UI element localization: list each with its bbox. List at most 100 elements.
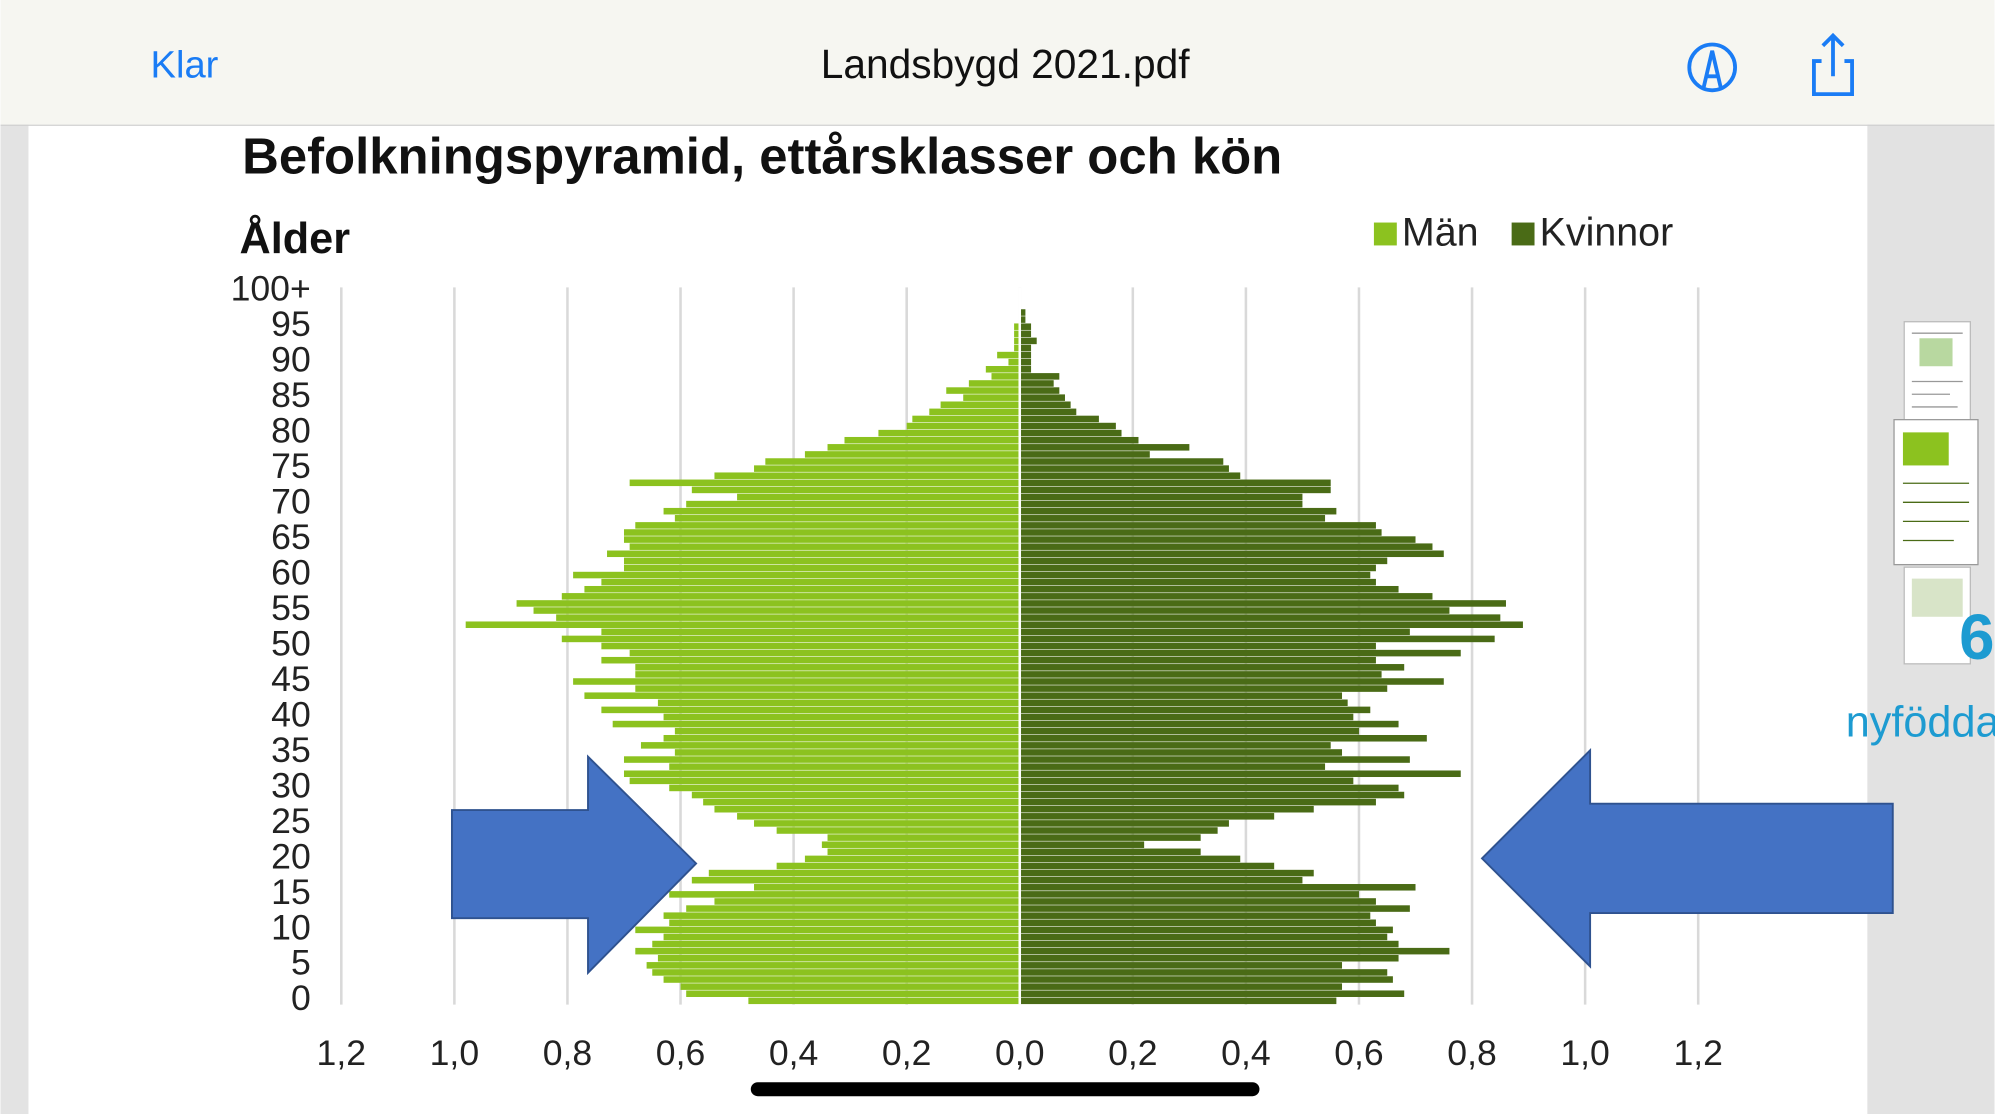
bar: [754, 884, 1020, 891]
bar: [601, 629, 1019, 636]
y-tick-label: 95: [271, 304, 311, 344]
y-tick-label: 25: [271, 801, 311, 841]
home-indicator: [751, 1082, 1260, 1096]
y-tick-label: 60: [271, 552, 311, 592]
y-tick-label: 85: [271, 375, 311, 415]
bar: [1020, 664, 1404, 671]
bar: [613, 721, 1020, 728]
bar: [1020, 856, 1240, 863]
bar: [1020, 955, 1399, 962]
bar: [607, 551, 1020, 558]
y-tick-label: 10: [271, 907, 311, 947]
bar: [748, 998, 1019, 1005]
bar: [1020, 387, 1060, 394]
bar: [1020, 621, 1523, 628]
bar: [1020, 586, 1399, 593]
bar: [692, 792, 1020, 799]
y-tick-label: 20: [271, 836, 311, 876]
bar: [1020, 849, 1201, 856]
x-tick-label: 0,8: [1447, 1033, 1496, 1073]
bar: [1020, 323, 1031, 330]
bar: [635, 664, 1019, 671]
bar: [907, 423, 1020, 430]
bar: [686, 990, 1020, 997]
y-tick-label: 100+: [231, 269, 311, 309]
bar: [562, 593, 1020, 600]
bar: [1020, 700, 1348, 707]
bar: [601, 643, 1019, 650]
legend-swatch: [1374, 223, 1397, 246]
bar: [1020, 983, 1342, 990]
bar: [1020, 465, 1229, 472]
bar: [664, 735, 1020, 742]
y-tick-label: 40: [271, 694, 311, 734]
bar: [601, 657, 1019, 664]
x-tick-label: 0,4: [769, 1033, 818, 1073]
bar: [1020, 763, 1325, 770]
left-margin: [0, 125, 28, 1114]
bar: [805, 451, 1020, 458]
bar: [1020, 366, 1031, 373]
bar: [1020, 650, 1461, 657]
bar: [635, 927, 1019, 934]
bar: [1020, 522, 1376, 529]
bar: [1020, 572, 1371, 579]
bar: [624, 756, 1020, 763]
bar: [1020, 707, 1371, 714]
bar: [1020, 770, 1461, 777]
bar: [1020, 841, 1144, 848]
screen: Klar Landsbygd 2021.pdf 6 nyfödda Befolk…: [0, 0, 1995, 1114]
document-title: Landsbygd 2021.pdf: [821, 41, 1190, 87]
bar: [1020, 331, 1031, 338]
bar: [1020, 785, 1399, 792]
bar: [1020, 551, 1444, 558]
bar: [1020, 600, 1506, 607]
bar: [714, 898, 1019, 905]
bar: [1020, 359, 1031, 366]
bar: [986, 366, 1020, 373]
bar: [828, 849, 1020, 856]
sidebar-number: 6: [1959, 602, 1994, 673]
bar: [1020, 692, 1342, 699]
bar: [1020, 480, 1331, 487]
bar: [573, 572, 1020, 579]
y-tick-label: 75: [271, 446, 311, 486]
x-tick-label: 0,8: [543, 1033, 592, 1073]
bar: [466, 621, 1020, 628]
bar: [1020, 877, 1303, 884]
bar: [912, 416, 1019, 423]
bar: [1020, 543, 1433, 550]
bar: [991, 373, 1019, 380]
bar: [647, 962, 1020, 969]
bar: [630, 650, 1020, 657]
bar: [556, 614, 1020, 621]
bar: [822, 841, 1020, 848]
bar: [1020, 579, 1376, 586]
bar: [1020, 565, 1376, 572]
bar: [584, 692, 1019, 699]
bar: [703, 799, 1020, 806]
y-tick-label: 70: [271, 482, 311, 522]
bar: [562, 636, 1020, 643]
bar: [1020, 373, 1060, 380]
back-button[interactable]: Klar: [151, 43, 219, 86]
bar: [1020, 998, 1337, 1005]
bar: [946, 387, 1019, 394]
chart-title: Befolkningspyramid, ettårsklasser och kö…: [242, 128, 1282, 185]
bar: [675, 728, 1020, 735]
bar: [1020, 451, 1150, 458]
bar: [669, 785, 1020, 792]
bar: [1020, 437, 1139, 444]
bar: [1020, 728, 1359, 735]
bar: [1020, 884, 1416, 891]
bar: [635, 671, 1019, 678]
legend-label: Män: [1402, 211, 1479, 255]
bar: [709, 870, 1020, 877]
bar: [878, 430, 1019, 437]
bar: [1020, 536, 1416, 543]
bar: [1020, 813, 1274, 820]
bar: [1020, 714, 1354, 721]
sidebar-text: nyfödda: [1846, 698, 1995, 746]
bar: [664, 976, 1020, 983]
bar: [534, 607, 1020, 614]
